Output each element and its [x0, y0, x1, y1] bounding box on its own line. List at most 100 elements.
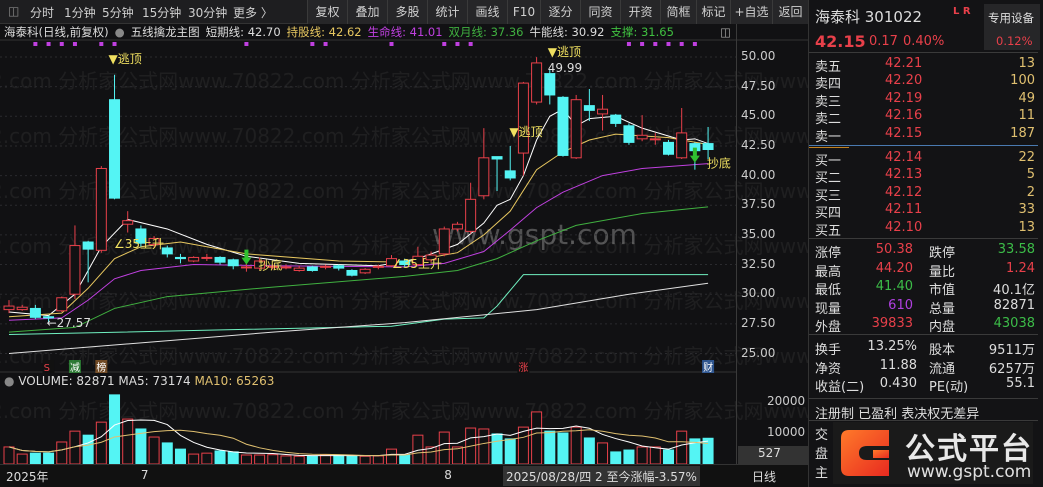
escape-top-marker: ▼逃顶: [109, 52, 142, 66]
bid-row-cell: 5: [1026, 167, 1035, 183]
price-change: 0.17: [869, 34, 898, 49]
toolbar-button[interactable]: 统计: [427, 0, 467, 24]
event-badge: [42, 360, 55, 373]
candle-body: [544, 73, 556, 96]
x-tick: 7: [140, 468, 149, 482]
signal-dot: [389, 42, 394, 46]
candle-body: [109, 99, 121, 199]
indicator-info-bar: 海泰科(日线,前复权) ● 五线擒龙主图 短期线: 42.70 持股线: 42.…: [4, 24, 739, 40]
toolbar-button[interactable]: 多股: [387, 0, 427, 24]
stat-row: 净资 11.88 流通 6257万: [809, 358, 1043, 377]
stat-row-cell: 39833: [871, 316, 913, 332]
life-line-value: 生命线: 41.01: [367, 25, 443, 39]
candle-body: [649, 138, 661, 141]
stat-row-cell: 市值: [929, 283, 956, 299]
support-value: 支撑: 31.65: [610, 25, 674, 39]
period-tab-15min[interactable]: 15分钟: [142, 6, 182, 20]
volume-bar: [544, 430, 556, 465]
event-badge-label: 涨: [518, 362, 528, 374]
candle-body: [412, 255, 424, 266]
hold-line-value: 持股线: 42.62: [286, 25, 362, 39]
period-tab-5min[interactable]: 5分钟: [102, 6, 134, 20]
ask-row: 卖三 42.19 49: [809, 91, 1043, 110]
volume-header: ● VOLUME: 82871 MA5: 73174 MA10: 65263: [4, 374, 274, 388]
bid-row-cell: 42.11: [885, 202, 923, 218]
volume-axis-tick: 20000: [767, 394, 806, 408]
stat-row-cell: 量比: [929, 264, 956, 280]
period-tab-timeshare[interactable]: 分时: [30, 6, 55, 20]
candle-body: [135, 228, 147, 244]
price-axis-tick: 35.00: [741, 226, 776, 241]
toolbar-button[interactable]: F10: [507, 0, 540, 24]
toolbar-button[interactable]: 复权: [307, 0, 347, 24]
period-label[interactable]: 日线: [752, 470, 777, 484]
quote-panel: 海泰科 301022 L R 专用设备 0.12% 42.15 0.17 0.4…: [808, 0, 1043, 487]
toolbar-button[interactable]: 同资: [580, 0, 620, 24]
stat-row-cell: 13.25%: [867, 339, 917, 354]
signal-dot: [323, 42, 328, 46]
bid-row-cell: 33: [1018, 202, 1035, 218]
candle-body: [517, 82, 529, 154]
candle-body: [267, 265, 279, 268]
stat-row-cell: 1.24: [1006, 260, 1035, 276]
industry-box[interactable]: 专用设备 0.12%: [984, 4, 1040, 50]
stat-row: 现量 610 总量 82871: [809, 297, 1043, 317]
candle-body: [676, 132, 688, 159]
low-price-label: ←27.57: [47, 316, 91, 330]
bull-line: [8, 282, 709, 354]
ask-row-cell: 11: [1018, 108, 1035, 124]
volume-bar: [557, 432, 569, 465]
stat-row-cell: 跌停: [929, 246, 956, 261]
toolbar-button[interactable]: 返回: [772, 0, 808, 24]
ask-row-cell: 42.20: [885, 73, 923, 89]
toolbar-button[interactable]: 画线: [467, 0, 507, 24]
toolbar-button[interactable]: +自选: [730, 0, 772, 24]
ask-row-cell: 卖四: [815, 77, 842, 93]
toolbar-button[interactable]: 开资: [620, 0, 660, 24]
period-tab-more[interactable]: 更多 〉: [233, 6, 273, 20]
volume-bar: [122, 418, 134, 465]
stat-row: 换手 13.25% 股本 9511万: [809, 339, 1043, 358]
price-axis-tick: 42.50: [741, 137, 776, 152]
period-tab-1min[interactable]: 1分钟: [64, 6, 96, 20]
signal-dot: [468, 42, 473, 46]
quote-flags: L R: [953, 6, 971, 17]
stat-row-cell: 最低: [815, 283, 842, 299]
candle-body: [43, 316, 55, 319]
price-axis-tick: 32.50: [741, 256, 776, 271]
volume-bar: [43, 452, 55, 465]
panel-toggle-icon[interactable]: ◫: [8, 4, 20, 18]
short-line-value: 短期线: 42.70: [205, 25, 281, 39]
volume-bar: [254, 454, 266, 465]
toolbar-button[interactable]: 简框: [660, 0, 696, 24]
signal-dot: [72, 42, 77, 46]
candle-body: [504, 170, 516, 179]
formula-name[interactable]: 五线擒龙主图: [130, 25, 200, 39]
bid-row-cell: 买五: [815, 223, 842, 239]
stat-row: 收益(二) 0.430 PE(动) 55.1: [809, 376, 1043, 395]
event-badge: [702, 360, 715, 373]
settings-icon[interactable]: ◫: [720, 25, 731, 39]
volume-bar: [82, 434, 94, 465]
volume-bar: [280, 455, 292, 465]
volume-collapse-icon[interactable]: ●: [4, 374, 15, 388]
candle-body: [531, 62, 543, 103]
toolbar-button[interactable]: 叠加: [347, 0, 387, 24]
month-line: [8, 206, 709, 333]
formula-dropdown-icon[interactable]: ●: [114, 25, 125, 39]
signal-dot: [33, 42, 38, 46]
period-tab-30min[interactable]: 30分钟: [188, 6, 228, 20]
kline-chart[interactable]: ▼逃顶▼逃顶▼逃顶抄底抄底49.99←27.57∠35上升∠35上升S 减榜涨财: [0, 0, 808, 487]
bid-row-cell: 买一: [815, 154, 842, 169]
candle-body: [56, 297, 68, 312]
signal-dot: [626, 42, 631, 46]
toolbar-button[interactable]: 逐分: [540, 0, 580, 24]
volume-bar: [636, 446, 648, 465]
ask-row: 卖五 42.21 13: [809, 56, 1043, 75]
bid-row-cell: 42.10: [885, 219, 923, 235]
signal-dot: [455, 42, 460, 46]
stat-row-cell: 82871: [993, 297, 1035, 313]
toolbar-button[interactable]: 标记: [696, 0, 730, 24]
candle-body: [122, 220, 134, 225]
bid-row-cell: 买四: [815, 206, 842, 222]
